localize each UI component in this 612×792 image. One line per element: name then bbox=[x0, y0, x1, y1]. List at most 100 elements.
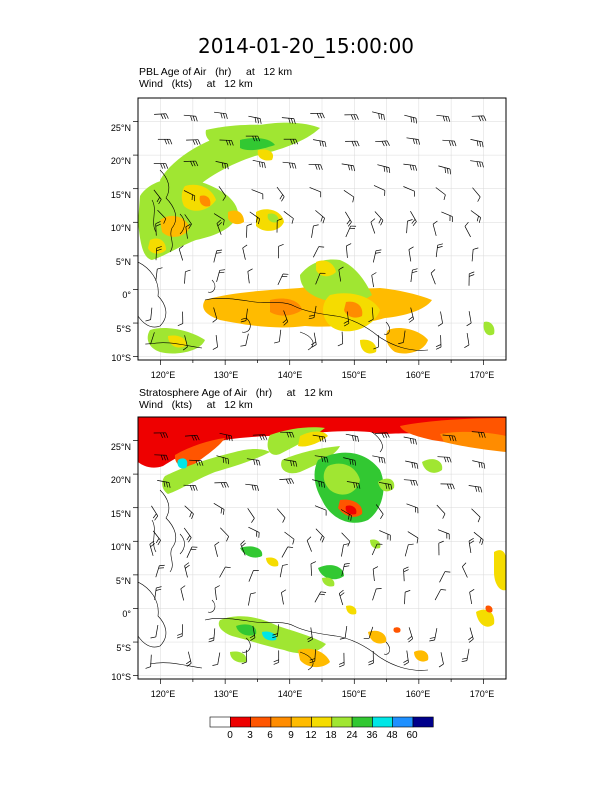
wind-barb bbox=[276, 186, 285, 202]
wind-barb bbox=[343, 457, 357, 466]
wind-barb bbox=[153, 163, 169, 169]
wind-barb bbox=[404, 543, 414, 557]
wind-barb bbox=[278, 243, 284, 259]
wind-barb bbox=[189, 459, 204, 466]
wind-barb bbox=[248, 570, 259, 582]
wind-barb bbox=[283, 138, 299, 145]
wind-barb bbox=[212, 652, 221, 666]
colorbar-box bbox=[351, 716, 373, 728]
panel1-title-line1: PBL Age of Air (hr) at 12 km bbox=[139, 66, 293, 78]
wind-barb bbox=[311, 332, 317, 348]
wind-barb bbox=[155, 221, 161, 236]
wind-barb bbox=[313, 139, 327, 148]
wind-barb bbox=[374, 211, 384, 226]
wind-barb bbox=[345, 433, 359, 442]
wind-barb bbox=[472, 187, 481, 202]
wind-barb bbox=[343, 190, 355, 203]
wind-barb bbox=[150, 625, 159, 639]
wind-barb bbox=[312, 479, 325, 488]
panel2-title-line1: Stratosphere Age of Air (hr) at 12 km bbox=[139, 387, 333, 399]
colorbar-label: 60 bbox=[406, 730, 418, 741]
wind-barb bbox=[208, 628, 216, 643]
wind-barb bbox=[180, 585, 186, 601]
wind-barb bbox=[346, 481, 361, 489]
wind-barb bbox=[273, 650, 280, 665]
wind-barb bbox=[216, 219, 223, 235]
wind-barb bbox=[214, 111, 228, 119]
wind-barb bbox=[186, 651, 192, 667]
wind-barb bbox=[407, 627, 413, 643]
wind-barb bbox=[213, 213, 225, 226]
wind-barb bbox=[468, 271, 475, 286]
colorbar-label: 24 bbox=[346, 730, 358, 741]
wind-barb bbox=[307, 627, 313, 643]
wind-barb bbox=[403, 479, 418, 486]
wind-barb bbox=[240, 333, 249, 347]
wind-barb bbox=[220, 527, 229, 542]
colorbar-label: 12 bbox=[305, 730, 317, 741]
panel2-title-line2: Wind (kts) at 12 km bbox=[139, 399, 253, 411]
panel2-lon-label: 160°E bbox=[406, 689, 431, 699]
wind-barb bbox=[338, 652, 345, 668]
wind-barb bbox=[183, 527, 192, 543]
wind-barb bbox=[472, 460, 486, 469]
panel2-map: 25°N 20°N 15°N 10°N 5°N 0° 5°S 10°S 120°… bbox=[111, 416, 507, 699]
wind-barb bbox=[276, 218, 283, 233]
wind-barb bbox=[338, 589, 345, 606]
wind-barb bbox=[371, 543, 383, 556]
wind-barb bbox=[403, 436, 417, 445]
panel1-lon-label: 150°E bbox=[342, 370, 367, 380]
wind-barb bbox=[186, 546, 198, 558]
wind-barb bbox=[346, 243, 352, 258]
wind-barb bbox=[283, 459, 298, 467]
wind-barb bbox=[155, 246, 162, 261]
wind-barb bbox=[372, 111, 385, 121]
colorbar: 0 3 6 9 12 18 24 36 48 60 bbox=[209, 716, 434, 741]
wind-barb bbox=[149, 540, 155, 556]
panel2-lon-label: 150°E bbox=[342, 689, 367, 699]
colorbar-box bbox=[412, 716, 434, 728]
wind-barb bbox=[249, 625, 256, 641]
wind-barb bbox=[276, 508, 286, 523]
wind-barb bbox=[471, 247, 479, 262]
panel2-lat-label: 10°N bbox=[111, 542, 131, 552]
wind-barb bbox=[375, 504, 384, 519]
wind-barb bbox=[151, 505, 159, 521]
wind-barb bbox=[410, 211, 417, 227]
wind-barb bbox=[283, 211, 294, 224]
panel1-coastlines bbox=[138, 169, 429, 351]
panel2-lat-label: 5°S bbox=[116, 643, 131, 653]
wind-barb bbox=[343, 311, 350, 327]
wind-barb bbox=[309, 187, 322, 198]
colorbar-box bbox=[250, 716, 272, 728]
wind-barb bbox=[274, 329, 282, 344]
wind-barb bbox=[436, 504, 446, 519]
wind-barb bbox=[373, 335, 379, 350]
wind-barb bbox=[406, 503, 419, 514]
wind-barb bbox=[272, 624, 280, 639]
wind-barb bbox=[473, 531, 484, 545]
wind-barb bbox=[282, 310, 289, 326]
wind-barb bbox=[186, 139, 201, 145]
wind-barb bbox=[466, 311, 472, 327]
wind-barb bbox=[154, 586, 162, 600]
wind-barb bbox=[183, 484, 198, 491]
wind-barb bbox=[372, 566, 379, 582]
panel1-title-line2: Wind (kts) at 12 km bbox=[139, 78, 253, 90]
colorbar-box bbox=[311, 716, 333, 728]
wind-barb bbox=[436, 114, 451, 122]
wind-barb bbox=[434, 589, 447, 601]
wind-barb bbox=[442, 139, 457, 147]
wind-barb bbox=[408, 246, 414, 262]
wind-barb bbox=[185, 223, 191, 239]
wind-barb bbox=[438, 165, 451, 175]
panel2-lat-labels: 25°N 20°N 15°N 10°N 5°N 0° 5°S 10°S bbox=[111, 442, 132, 682]
wind-barb bbox=[368, 307, 374, 323]
wind-barb bbox=[372, 588, 382, 601]
wind-barb bbox=[218, 186, 227, 201]
wind-barb bbox=[279, 564, 288, 578]
wind-barb bbox=[337, 331, 344, 347]
wind-barb bbox=[471, 431, 486, 438]
wind-barb bbox=[183, 114, 198, 122]
panel1-lon-label: 170°E bbox=[470, 370, 495, 380]
